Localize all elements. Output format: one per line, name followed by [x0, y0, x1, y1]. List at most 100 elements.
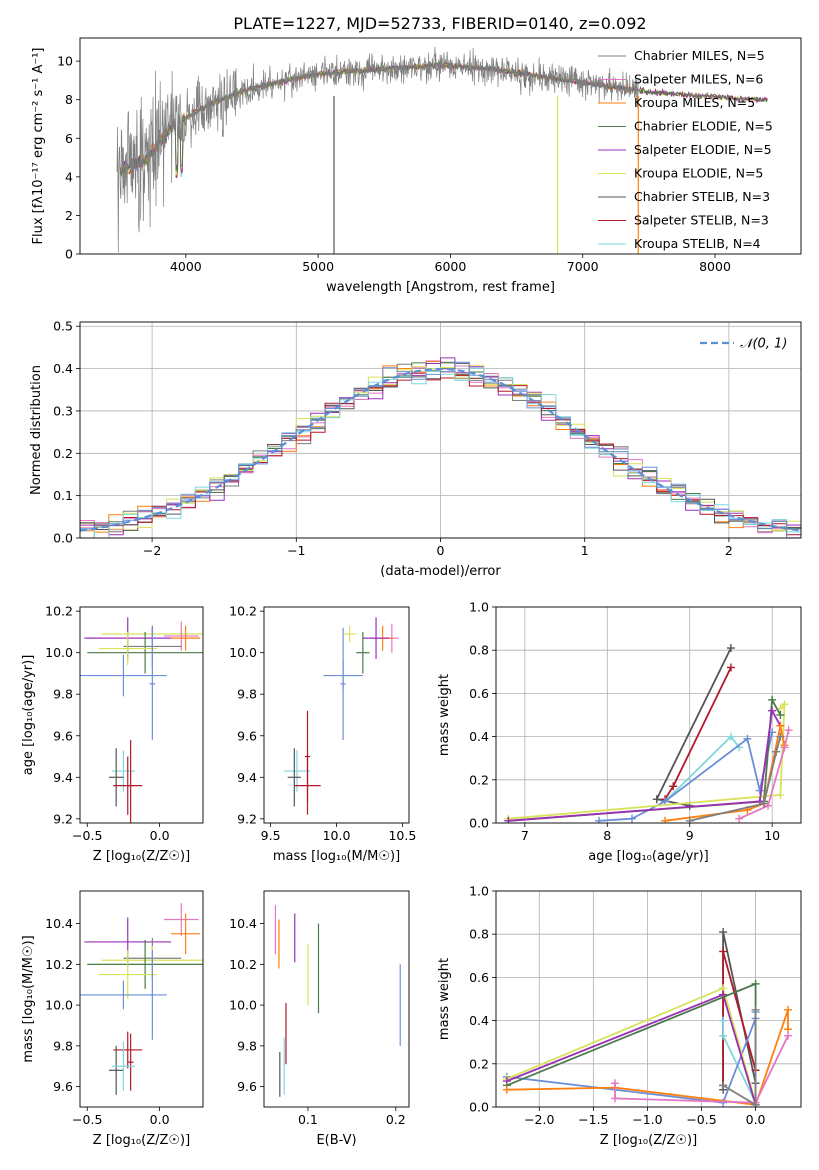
- weight-line: [664, 735, 740, 803]
- y-tick-label: 9.8: [53, 1038, 73, 1053]
- legend-label: Kroupa ELODIE, N=5: [634, 166, 763, 181]
- y-tick-label: 9.2: [53, 811, 73, 826]
- x-tick-label: 6000: [435, 259, 467, 274]
- panel-weight_vs_age: 7 8 9 10 0.0 0.2 0.4 0.6 0.8 1.0 age [log₁₀(age/yr…: [437, 600, 802, 864]
- y-tick-label: 9.8: [53, 687, 73, 702]
- plot-area: [283, 617, 399, 815]
- y-tick-label: 0.2: [469, 772, 489, 787]
- legend-label: Chabrier ELODIE, N=5: [634, 119, 773, 134]
- y-tick-label: 6: [65, 131, 73, 146]
- x-tick-label: 9.5: [261, 828, 281, 843]
- legend-label: Chabrier STELIB, N=3: [634, 189, 770, 204]
- x-tick-label: 5000: [302, 259, 334, 274]
- x-tick-label: 10.5: [388, 828, 416, 843]
- y-tick-label: 2: [65, 208, 73, 223]
- weight-line: [506, 986, 757, 1103]
- histogram-step-line: [80, 361, 801, 538]
- plot-area: [80, 617, 203, 823]
- figure-title: PLATE=1227, MJD=52733, FIBERID=0140, z=0…: [233, 14, 646, 33]
- y-tick-label: 0.6: [469, 970, 489, 985]
- y-tick-label: 9.4: [237, 770, 257, 785]
- y-tick-label: 10.0: [45, 645, 73, 660]
- x-tick-label: −0.5: [72, 1112, 102, 1127]
- plot-area: [80, 357, 801, 538]
- x-tick-label: 0.0: [150, 828, 170, 843]
- x-axis-label: E(B-V): [316, 1133, 356, 1148]
- y-tick-label: 4: [65, 169, 73, 184]
- spectrum-data-line: [116, 46, 639, 253]
- panel-mass_vs_ebv: 0.1 0.2 9.6 9.8 10.0 10.2 10.4 E(B-V): [229, 890, 410, 1148]
- x-axis-label: (data-model)/error: [380, 564, 501, 579]
- y-tick-label: 10.2: [45, 604, 73, 619]
- legend-label: Salpeter STELIB, N=3: [634, 213, 769, 228]
- y-tick-label: 0.4: [53, 361, 73, 376]
- y-tick-label: 10.2: [229, 957, 257, 972]
- y-tick-label: 8: [65, 92, 73, 107]
- legend-label: Salpeter MILES, N=6: [634, 72, 763, 87]
- axes-frame: [79, 606, 204, 824]
- x-tick-label: 10: [764, 828, 780, 843]
- y-tick-label: 10.0: [229, 998, 257, 1013]
- y-tick-label: 0.8: [469, 643, 489, 658]
- y-tick-label: 9.4: [53, 770, 73, 785]
- y-tick-label: 0.2: [53, 446, 73, 461]
- x-tick-label: 8: [603, 828, 611, 843]
- y-tick-label: 0.8: [469, 927, 489, 942]
- x-tick-label: 0: [437, 543, 445, 558]
- y-tick-label: 9.6: [237, 728, 257, 743]
- axes-frame: [263, 890, 410, 1108]
- x-tick-label: 10.0: [323, 828, 351, 843]
- x-tick-label: 0.2: [386, 1112, 406, 1127]
- y-tick-label: 1.0: [469, 600, 489, 615]
- x-tick-label: 2: [725, 543, 733, 558]
- panel-residual_hist: −2 −1 0 1 2 0.0 0.1 0.2 0.3 0.4 0.5 (data-model)/er…: [29, 319, 802, 579]
- panel-weight_vs_Z: −2.0 −1.5 −1.0 −0.5 0.0 0.0 0.2 0.4 0.6 0.8 1.0 Z […: [437, 884, 802, 1148]
- x-axis-label: age [log₁₀(age/yr)]: [588, 849, 709, 864]
- y-tick-label: 0.5: [53, 319, 73, 334]
- x-axis-label: wavelength [Angstrom, rest frame]: [326, 280, 555, 295]
- legend-label: Kroupa STELIB, N=4: [634, 236, 761, 251]
- x-tick-label: 1: [581, 543, 589, 558]
- weight-line: [655, 647, 732, 807]
- y-axis-label: mass [log₁₀(M/M☉)]: [21, 935, 36, 1062]
- y-tick-label: 9.8: [237, 1038, 257, 1053]
- weight-line: [614, 1035, 789, 1104]
- y-axis-label: mass weight: [437, 674, 452, 756]
- x-tick-label: −1: [287, 543, 305, 558]
- weight-line: [722, 951, 757, 1086]
- weight-line: [508, 701, 786, 820]
- y-tick-label: 9.2: [237, 811, 257, 826]
- y-tick-label: 1.0: [469, 884, 489, 899]
- y-tick-label: 10.0: [45, 998, 73, 1013]
- y-axis-label: Normed distribution: [29, 365, 44, 495]
- legend-label: Salpeter ELODIE, N=5: [634, 142, 772, 157]
- x-axis-label: Z [log₁₀(Z/Z☉)]: [600, 1133, 697, 1148]
- y-tick-label: 10: [57, 54, 73, 69]
- x-tick-label: 0.0: [150, 1112, 170, 1127]
- y-axis-label: age [log₁₀(age/yr)]: [21, 655, 36, 776]
- y-tick-label: 10.2: [45, 957, 73, 972]
- y-tick-label: 0.4: [469, 729, 489, 744]
- normal-curve: [80, 367, 801, 532]
- y-tick-label: 9.6: [237, 1079, 257, 1094]
- y-tick-label: 10.2: [229, 604, 257, 619]
- y-axis-label: mass weight: [437, 958, 452, 1040]
- x-tick-label: −1.0: [632, 1112, 662, 1127]
- x-tick-label: 0.1: [298, 1112, 318, 1127]
- y-tick-label: 0: [65, 247, 73, 262]
- x-tick-label: −1.5: [578, 1112, 608, 1127]
- weight-line: [506, 982, 757, 1105]
- y-tick-label: 0.0: [469, 816, 489, 831]
- y-tick-label: 10.0: [229, 645, 257, 660]
- x-tick-label: −0.5: [686, 1112, 716, 1127]
- x-tick-label: 4000: [170, 259, 202, 274]
- plot-area: [80, 903, 203, 1095]
- plot-area: [504, 644, 793, 823]
- x-tick-label: 8000: [699, 259, 731, 274]
- weight-line: [508, 707, 782, 822]
- y-tick-label: 0.2: [469, 1056, 489, 1071]
- y-tick-label: 10.4: [45, 916, 73, 931]
- y-tick-label: 0.4: [469, 1013, 489, 1028]
- x-tick-label: 7000: [567, 259, 599, 274]
